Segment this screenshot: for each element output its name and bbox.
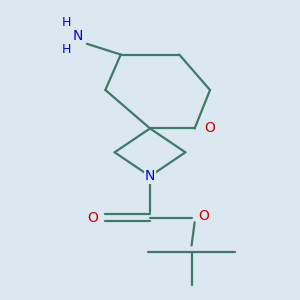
Text: H: H bbox=[62, 44, 72, 56]
Text: O: O bbox=[205, 121, 215, 135]
Text: N: N bbox=[73, 29, 83, 43]
Text: N: N bbox=[145, 169, 155, 183]
Text: O: O bbox=[198, 209, 209, 223]
Text: H: H bbox=[62, 16, 72, 29]
Text: O: O bbox=[88, 211, 98, 225]
